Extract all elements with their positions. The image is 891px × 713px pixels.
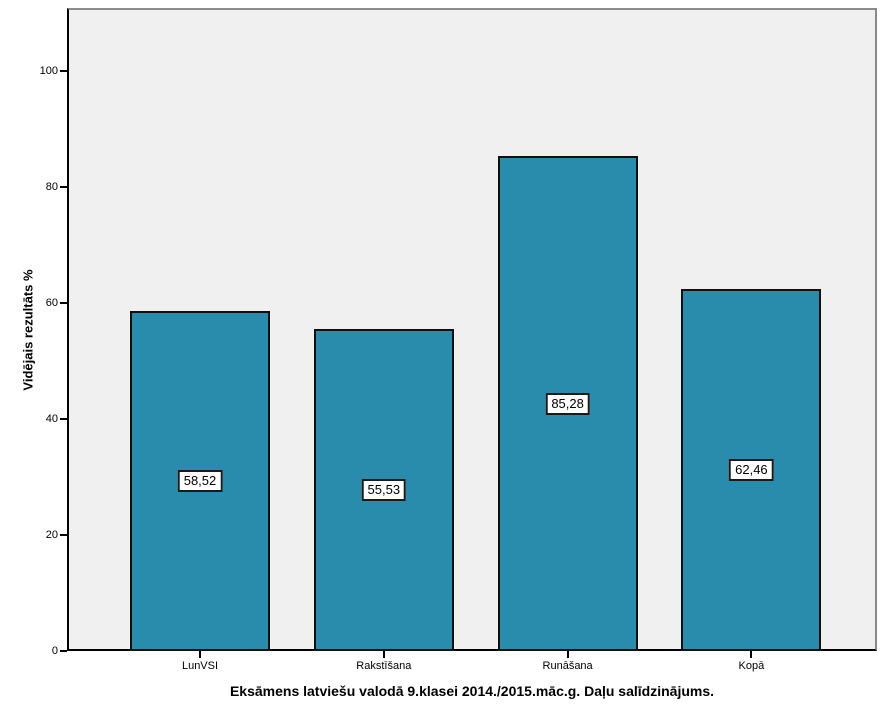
y-axis-tick-mark	[60, 417, 67, 420]
y-axis-tick-label: 40	[45, 412, 58, 425]
bar-value-label: 62,46	[729, 458, 774, 481]
x-axis-category-label: Kopā	[738, 660, 765, 672]
x-axis-tick-mark	[750, 651, 753, 658]
y-axis-tick-mark	[60, 69, 67, 72]
y-axis-tick-mark	[60, 185, 67, 188]
x-axis-category-label: Runāšana	[542, 660, 593, 672]
bar-value-label: 58,52	[177, 470, 223, 493]
y-axis-title: Vidējais rezultāts %	[20, 269, 36, 391]
y-axis-tick-label: 0	[51, 645, 58, 657]
x-axis-category-label: LunVSI	[181, 660, 219, 672]
x-axis-tick-mark	[199, 651, 201, 658]
y-axis-tick-mark	[60, 650, 67, 652]
bar-value-label: 55,53	[361, 478, 407, 501]
y-axis-tick-label: 60	[45, 296, 58, 309]
y-axis-tick-label: 80	[45, 180, 58, 193]
x-axis-category-label: Rakstīšana	[356, 660, 412, 672]
y-axis-tick-mark	[60, 301, 67, 304]
x-axis-tick-mark	[566, 651, 569, 658]
y-axis-tick-mark	[60, 533, 67, 536]
bar-value-label: 85,28	[545, 392, 590, 415]
y-axis-tick-label: 20	[45, 528, 58, 541]
x-axis-tick-mark	[382, 651, 385, 658]
y-axis-tick-label: 100	[39, 64, 58, 77]
chart-title: Eksāmens latviešu valodā 9.klasei 2014./…	[229, 683, 715, 699]
